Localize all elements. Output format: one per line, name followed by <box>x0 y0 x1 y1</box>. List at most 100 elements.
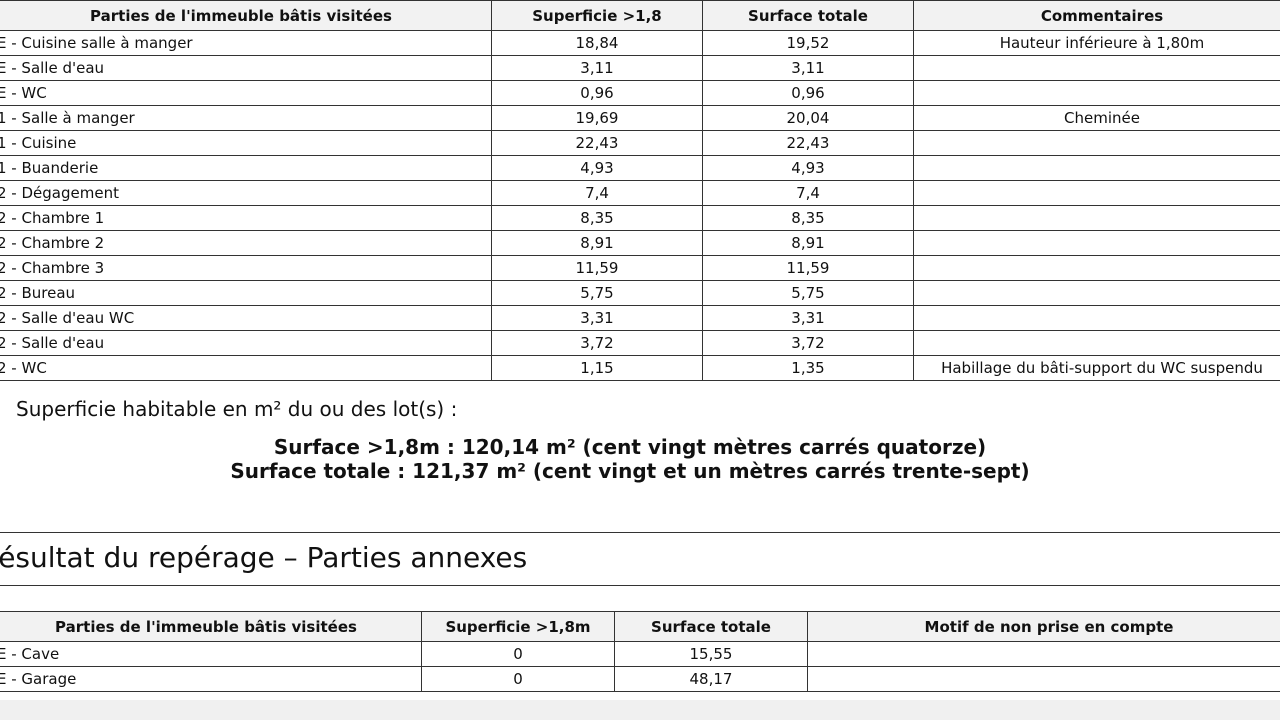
cell: 11,59 <box>491 255 703 281</box>
header-cell: Parties de l'immeuble bâtis visitées <box>0 0 492 31</box>
cell <box>913 305 1280 331</box>
cell: 8,91 <box>491 230 703 256</box>
cell: 7,4 <box>702 180 914 206</box>
table-row: E - WC 0,96 0,96 <box>0 80 1280 106</box>
cell: 1 - Buanderie <box>0 155 492 181</box>
table-row: E - Cuisine salle à manger 18,84 19,52 Haut… <box>0 30 1280 56</box>
cell: 2 - Chambre 1 <box>0 205 492 231</box>
cell: Cheminée <box>913 105 1280 131</box>
cell <box>913 55 1280 81</box>
table-row: E - Salle d'eau 3,11 3,11 <box>0 55 1280 81</box>
cell <box>913 155 1280 181</box>
cell <box>913 230 1280 256</box>
cell <box>807 666 1280 692</box>
cell: 22,43 <box>702 130 914 156</box>
rooms-table: Parties de l'immeuble bâtis visitées Supe… <box>0 0 1280 381</box>
cell <box>913 80 1280 106</box>
table-row: 2 - Dégagement 7,4 7,4 <box>0 180 1280 206</box>
cell: 11,59 <box>702 255 914 281</box>
table-row: E - Garage 0 48,17 <box>0 666 1280 692</box>
cell: 0,96 <box>702 80 914 106</box>
cell <box>913 330 1280 356</box>
cell <box>913 255 1280 281</box>
cell: 3,31 <box>491 305 703 331</box>
table-row: 2 - WC 1,15 1,35 Habillage du bâti-support … <box>0 355 1280 381</box>
cell: 1 - Salle à manger <box>0 105 492 131</box>
cell: 2 - Salle d'eau WC <box>0 305 492 331</box>
cell: 1,35 <box>702 355 914 381</box>
header-cell: Commentaires <box>913 0 1280 31</box>
cell: E - Salle d'eau <box>0 55 492 81</box>
header-cell: Superficie >1,8 <box>491 0 703 31</box>
annex-table: Parties de l'immeuble bâtis visitées Supe… <box>0 611 1280 692</box>
cell: 20,04 <box>702 105 914 131</box>
cell: 2 - Salle d'eau <box>0 330 492 356</box>
cell: 2 - Bureau <box>0 280 492 306</box>
header-row: Parties de l'immeuble bâtis visitées Supe… <box>0 0 1280 31</box>
cell: 0 <box>421 641 615 667</box>
cell <box>913 180 1280 206</box>
cell: 3,11 <box>702 55 914 81</box>
cell: E - Cave <box>0 641 422 667</box>
cell: Hauteur inférieure à 1,80m <box>913 30 1280 56</box>
cell: 4,93 <box>491 155 703 181</box>
cell: 15,55 <box>614 641 808 667</box>
cell: 3,72 <box>702 330 914 356</box>
cell <box>807 641 1280 667</box>
cell: 5,75 <box>491 280 703 306</box>
cell: 7,4 <box>491 180 703 206</box>
cell: 5,75 <box>702 280 914 306</box>
cell: 19,52 <box>702 30 914 56</box>
section-title: Résultat du repérage – Parties annexes <box>0 541 528 574</box>
table-row: E - Cave 0 15,55 <box>0 641 1280 667</box>
table-row: 2 - Salle d'eau WC 3,31 3,31 <box>0 305 1280 331</box>
table-row: 1 - Cuisine 22,43 22,43 <box>0 130 1280 156</box>
cell: 1,15 <box>491 355 703 381</box>
cell: 19,69 <box>491 105 703 131</box>
summary-line: Surface >1,8m : 120,14 m² (cent vingt mè… <box>273 435 987 459</box>
table-row: 2 - Chambre 2 8,91 8,91 <box>0 230 1280 256</box>
cell: 3,11 <box>491 55 703 81</box>
cell: 48,17 <box>614 666 808 692</box>
cell <box>913 280 1280 306</box>
divider <box>0 585 1280 586</box>
cell: 2 - Chambre 2 <box>0 230 492 256</box>
cell: 8,35 <box>702 205 914 231</box>
cell: E - Garage <box>0 666 422 692</box>
cell: Habillage du bâti-support du WC suspendu <box>913 355 1280 381</box>
table-row: 2 - Salle d'eau 3,72 3,72 <box>0 330 1280 356</box>
table-row: 2 - Chambre 1 8,35 8,35 <box>0 205 1280 231</box>
header-cell: Surface totale <box>702 0 914 31</box>
divider <box>0 532 1280 533</box>
table-row: 2 - Chambre 3 11,59 11,59 <box>0 255 1280 281</box>
header-cell: Superficie >1,8m <box>421 611 615 642</box>
cell: 0 <box>421 666 615 692</box>
cell: 3,72 <box>491 330 703 356</box>
summary-label: Superficie habitable en m² du ou des lot… <box>16 397 458 421</box>
cell: E - Cuisine salle à manger <box>0 30 492 56</box>
cell: 0,96 <box>491 80 703 106</box>
cell: 2 - Chambre 3 <box>0 255 492 281</box>
cell: 4,93 <box>702 155 914 181</box>
cell: 8,35 <box>491 205 703 231</box>
header-cell: Surface totale <box>614 611 808 642</box>
table-row: 1 - Salle à manger 19,69 20,04 Cheminée <box>0 105 1280 131</box>
cell <box>913 205 1280 231</box>
cell: 3,31 <box>702 305 914 331</box>
header-cell: Parties de l'immeuble bâtis visitées <box>0 611 422 642</box>
summary-line: Surface totale : 121,37 m² (cent vingt e… <box>230 459 1030 483</box>
cell: 18,84 <box>491 30 703 56</box>
header-cell: Motif de non prise en compte <box>807 611 1280 642</box>
cell: 22,43 <box>491 130 703 156</box>
cell: 2 - WC <box>0 355 492 381</box>
footer-bar <box>0 700 1280 720</box>
table-row: 1 - Buanderie 4,93 4,93 <box>0 155 1280 181</box>
cell <box>913 130 1280 156</box>
cell: 8,91 <box>702 230 914 256</box>
table-row: 2 - Bureau 5,75 5,75 <box>0 280 1280 306</box>
cell: E - WC <box>0 80 492 106</box>
cell: 1 - Cuisine <box>0 130 492 156</box>
cell: 2 - Dégagement <box>0 180 492 206</box>
header-row: Parties de l'immeuble bâtis visitées Supe… <box>0 611 1280 642</box>
